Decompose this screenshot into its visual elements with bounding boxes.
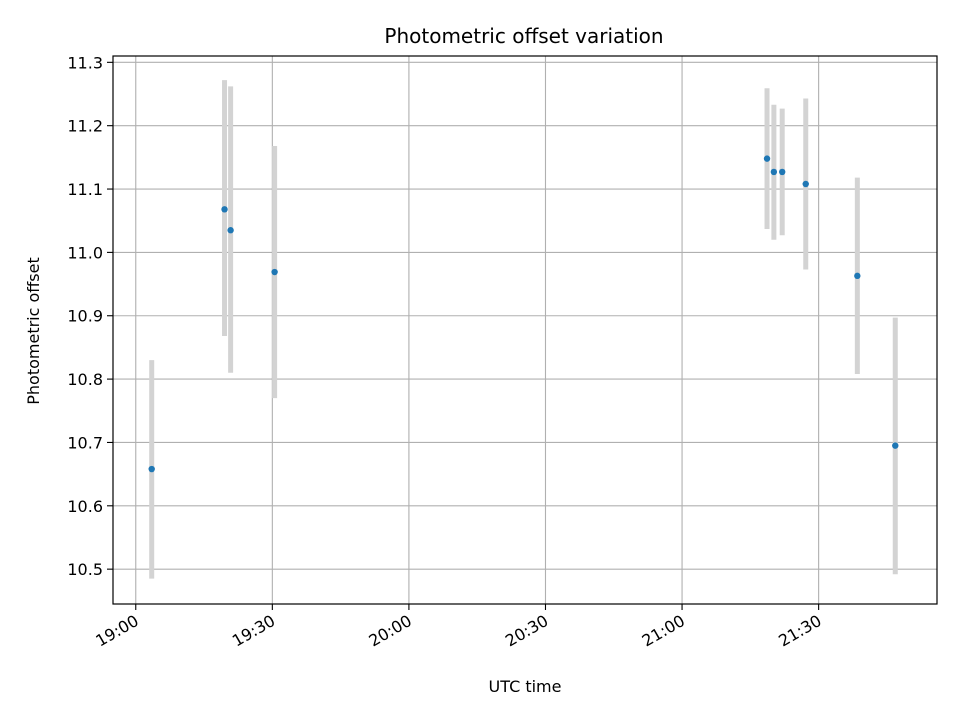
data-points: [148, 155, 899, 473]
y-tick-label: 10.8: [67, 370, 103, 389]
y-axis-label: Photometric offset: [24, 257, 43, 405]
data-point: [227, 227, 234, 234]
y-tick-label: 11.2: [67, 117, 103, 136]
data-point: [854, 272, 861, 280]
data-point: [763, 155, 771, 162]
grid: [113, 56, 937, 604]
data-point: [802, 180, 809, 188]
y-tick-label: 10.9: [67, 307, 103, 326]
x-axis-label: UTC time: [489, 677, 562, 696]
y-tick-label: 10.7: [67, 433, 103, 452]
data-point: [892, 442, 899, 449]
plot-frame: [112, 55, 938, 605]
chart-title: Photometric offset variation: [384, 24, 663, 48]
y-tick-label: 11.1: [67, 180, 103, 199]
y-axis-ticks: 10.5 10.6 10.7 10.8 10.9 11.0 11.1 11.2 11.3: [67, 53, 113, 579]
y-tick-label: 10.5: [67, 560, 103, 579]
data-point: [221, 206, 228, 213]
data-point: [271, 268, 278, 276]
data-point: [779, 168, 786, 176]
data-point: [770, 168, 778, 176]
data-point: [148, 465, 155, 473]
y-tick-label: 11.3: [67, 53, 103, 72]
y-tick-label: 11.0: [67, 243, 103, 262]
y-tick-label: 10.6: [67, 497, 103, 516]
